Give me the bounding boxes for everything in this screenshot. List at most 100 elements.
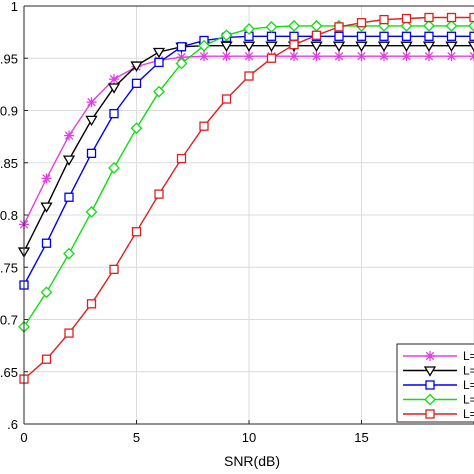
data-point-square <box>244 71 254 81</box>
data-point-square <box>131 78 142 88</box>
data-point-square <box>401 13 412 24</box>
data-point-square <box>424 31 434 41</box>
tick-labels: 0 5 10 15 .6 .65 0.7 .75 0.8 .85 0.9 .95 1 <box>0 0 369 445</box>
data-point-square <box>109 108 119 119</box>
x-axis-label: SNR(dB) <box>224 453 280 469</box>
x-tick-label: 5 <box>133 430 140 445</box>
data-point-triangle <box>422 41 436 52</box>
data-point-asterisk <box>424 51 434 62</box>
series-layer <box>17 12 474 384</box>
data-point-diamond <box>288 19 300 32</box>
x-tick-label: 0 <box>20 430 27 445</box>
data-point-square <box>64 328 74 338</box>
legend-label: L= <box>463 393 474 407</box>
data-point-triangle <box>265 41 278 52</box>
data-point-square <box>221 94 232 104</box>
data-point-asterisk <box>221 51 232 62</box>
data-point-triangle <box>62 155 76 166</box>
data-point-triangle <box>423 366 437 377</box>
data-point-square <box>41 354 52 364</box>
data-point-square <box>154 57 164 68</box>
data-point-diamond <box>40 286 53 299</box>
legend-label: L= <box>463 378 474 392</box>
legend-entry: L= <box>403 393 474 407</box>
y-tick-label: .6 <box>7 417 18 432</box>
legend: L=L=L=L=L= <box>396 343 474 423</box>
legend-entry: L= <box>403 378 474 392</box>
data-point-diamond <box>153 85 165 98</box>
data-point-square <box>356 18 367 28</box>
y-tick-label: 0.7 <box>0 313 18 328</box>
data-point-asterisk <box>446 51 457 62</box>
axes-layer <box>23 5 474 425</box>
legend-label: L= <box>463 349 474 363</box>
y-tick-label: .95 <box>0 51 18 66</box>
data-point-square <box>401 31 412 41</box>
data-point-asterisk <box>41 173 52 184</box>
data-point-diamond <box>445 19 458 32</box>
data-point-diamond <box>423 19 435 32</box>
data-point-square <box>289 31 299 41</box>
data-point-diamond <box>424 393 436 406</box>
data-point-diamond <box>220 29 233 42</box>
data-point-diamond <box>108 162 120 174</box>
data-point-asterisk <box>244 51 254 62</box>
legend-entry: L= <box>403 407 474 421</box>
data-point-square <box>379 31 389 41</box>
data-point-asterisk <box>469 51 474 62</box>
data-point-square <box>446 12 457 23</box>
data-point-diamond <box>130 122 143 135</box>
data-point-asterisk <box>64 130 74 141</box>
data-point-triangle <box>377 41 391 52</box>
data-point-asterisk <box>199 51 209 62</box>
data-point-square <box>86 148 97 158</box>
data-point-square <box>131 227 142 237</box>
data-point-asterisk <box>356 51 367 62</box>
data-point-diamond <box>400 19 413 32</box>
data-point-diamond <box>243 23 255 35</box>
data-point-square <box>199 121 209 131</box>
data-point-triangle <box>400 41 413 52</box>
y-tick-label: .75 <box>0 260 18 275</box>
data-point-asterisk <box>109 74 119 85</box>
data-point-triangle <box>220 41 233 52</box>
data-point-square <box>266 31 277 41</box>
data-point-square <box>334 22 344 32</box>
data-point-square <box>41 238 52 248</box>
data-point-square <box>154 189 164 199</box>
data-point-asterisk <box>311 51 322 62</box>
data-point-square <box>446 31 457 41</box>
y-tick-label: .65 <box>0 365 18 380</box>
data-point-triangle <box>467 41 474 52</box>
data-point-triangle <box>242 41 256 52</box>
data-point-square <box>469 12 474 23</box>
data-point-triangle <box>355 41 368 52</box>
legend-entry: L= <box>403 349 474 363</box>
data-point-asterisk <box>334 51 344 62</box>
data-point-square <box>289 40 299 50</box>
data-point-asterisk <box>425 351 435 361</box>
data-point-triangle <box>130 61 143 72</box>
data-point-diamond <box>198 39 210 52</box>
data-point-triangle <box>107 83 121 94</box>
y-tick-label: .85 <box>0 156 18 171</box>
data-point-square <box>266 53 277 63</box>
y-tick-label: 0.9 <box>0 104 18 119</box>
legend-label: L= <box>463 364 474 378</box>
data-point-diamond <box>63 247 75 260</box>
data-point-diamond <box>85 205 98 218</box>
data-point-square <box>311 30 322 40</box>
data-point-square <box>176 42 187 52</box>
data-point-square <box>64 192 74 202</box>
data-point-square <box>356 31 367 41</box>
data-point-diamond <box>265 20 278 33</box>
data-point-square <box>425 380 435 390</box>
data-point-asterisk <box>86 97 97 108</box>
data-point-square <box>176 153 187 164</box>
y-tick-label: 1 <box>11 0 18 14</box>
data-point-asterisk <box>289 51 299 62</box>
data-point-triangle <box>445 41 458 52</box>
data-point-triangle <box>40 202 53 213</box>
